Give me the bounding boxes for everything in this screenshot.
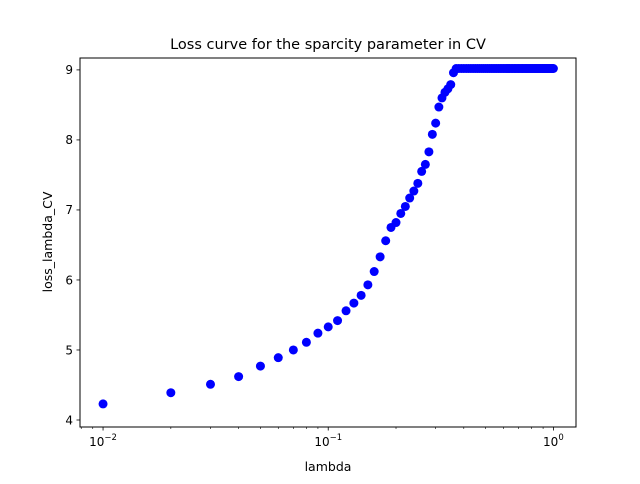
data-point	[313, 328, 323, 338]
data-point	[205, 379, 215, 389]
x-tick-label: 10−2	[89, 433, 117, 449]
data-point	[255, 361, 265, 371]
data-point	[417, 166, 427, 176]
data-point	[333, 316, 343, 326]
data-point	[434, 102, 444, 112]
data-point	[427, 129, 437, 139]
data-point	[381, 236, 391, 246]
x-tick-label: 10−1	[314, 433, 342, 449]
data-point	[234, 372, 244, 382]
data-point	[396, 208, 406, 218]
data-point	[391, 218, 401, 228]
x-axis-label: lambda	[305, 459, 352, 474]
data-point	[341, 306, 351, 316]
data-point	[288, 345, 298, 355]
data-point	[420, 159, 430, 169]
data-point	[323, 322, 333, 332]
chart-title: Loss curve for the sparcity parameter in…	[170, 37, 486, 53]
data-point	[413, 178, 423, 188]
data-point	[369, 267, 379, 277]
data-point	[301, 337, 311, 347]
data-point	[356, 290, 366, 300]
data-point	[363, 280, 373, 290]
y-tick-label: 7	[65, 203, 73, 217]
y-tick-label: 9	[65, 63, 73, 77]
plot-area-frame	[79, 57, 577, 428]
data-point	[431, 118, 441, 128]
data-points	[98, 64, 558, 409]
data-point	[273, 353, 283, 363]
data-point	[424, 147, 434, 157]
data-point	[98, 399, 108, 409]
y-tick-label: 8	[65, 133, 73, 147]
data-point	[166, 388, 176, 398]
y-tick-label: 6	[65, 273, 73, 287]
data-point	[375, 252, 385, 262]
data-point	[405, 193, 415, 203]
data-point	[400, 201, 410, 211]
data-point	[446, 80, 456, 90]
data-point	[349, 298, 359, 308]
y-axis-label: loss_lambda_CV	[40, 191, 55, 292]
data-point	[409, 186, 419, 196]
x-axis-ticks: 10−2 10−1 100	[80, 427, 564, 449]
y-tick-label: 5	[65, 343, 73, 357]
data-point	[548, 64, 558, 73]
x-tick-label: 100	[543, 433, 564, 449]
y-tick-label: 4	[65, 413, 73, 427]
y-axis-ticks: 4 5 6 7 8 9	[65, 63, 80, 427]
